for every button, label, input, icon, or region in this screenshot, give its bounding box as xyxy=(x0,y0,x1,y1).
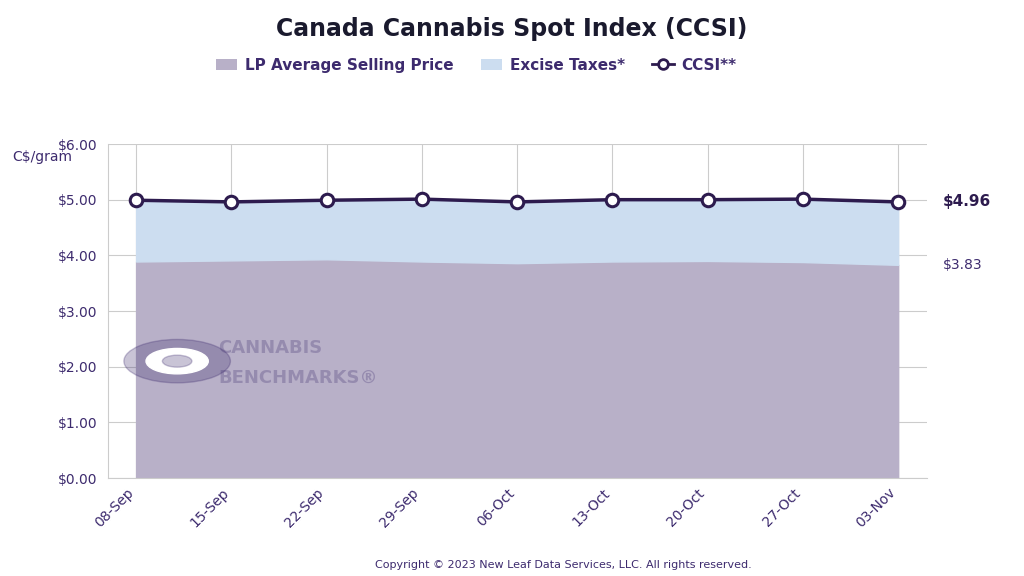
Text: Copyright © 2023 New Leaf Data Services, LLC. All rights reserved.: Copyright © 2023 New Leaf Data Services,… xyxy=(375,560,752,570)
Text: CANNABIS: CANNABIS xyxy=(218,339,323,357)
Circle shape xyxy=(124,339,230,383)
Text: C$/gram: C$/gram xyxy=(12,150,73,164)
Text: $4.96: $4.96 xyxy=(943,195,991,210)
Circle shape xyxy=(163,355,191,367)
Text: BENCHMARKS®: BENCHMARKS® xyxy=(218,369,378,387)
Text: Canada Cannabis Spot Index (CCSI): Canada Cannabis Spot Index (CCSI) xyxy=(276,17,748,41)
Circle shape xyxy=(146,348,208,374)
Text: $3.83: $3.83 xyxy=(943,258,983,272)
Legend: LP Average Selling Price, Excise Taxes*, CCSI**: LP Average Selling Price, Excise Taxes*,… xyxy=(210,51,742,79)
